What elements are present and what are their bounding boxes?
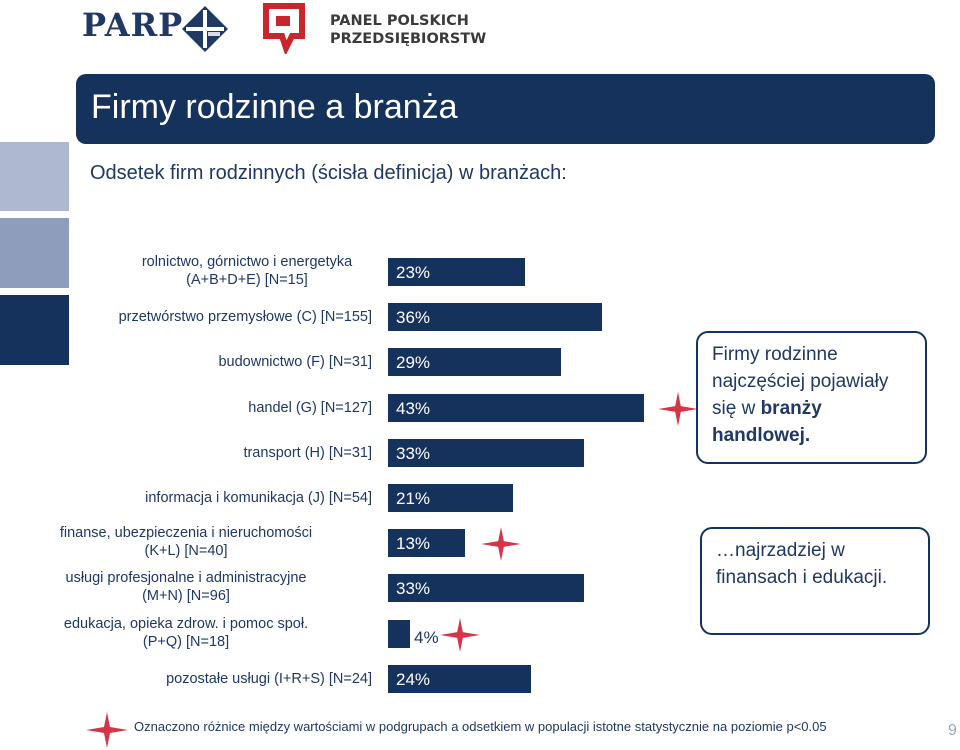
callout-bottom: …najrzadziej w finansach i edukacji. [700, 527, 930, 635]
bar [388, 664, 531, 693]
title-bar: Firmy rodzinne a branża [76, 74, 935, 144]
panel-logo-text: PANEL POLSKICH PRZEDSIĘBIORSTW [330, 12, 486, 48]
category-label: transport (H) [N=31] [243, 444, 372, 461]
data-label: 33% [396, 579, 431, 599]
bar [388, 619, 410, 648]
category-label: pozostałe usługi (I+R+S) [N=24] [166, 670, 372, 687]
significance-star-icon [440, 617, 480, 652]
parp-logo-icon [182, 6, 228, 52]
category-label: edukacja, opieka zdrow. i pomoc społ. (P+… [0, 615, 372, 651]
data-label: 29% [396, 353, 431, 373]
callout-bottom-text: …najrzadziej w finansach i edukacji. [716, 540, 888, 588]
data-label: 13% [396, 534, 431, 554]
data-label: 43% [396, 398, 431, 418]
data-label: 24% [396, 669, 431, 689]
side-square-3 [0, 295, 69, 365]
panel-logo-icon [263, 3, 305, 54]
category-label: usługi profesjonalne i administracyjne (M… [0, 569, 372, 605]
page-title: Firmy rodzinne a branża [91, 88, 458, 126]
data-label: 23% [396, 263, 431, 282]
page-number: 9 [948, 722, 957, 739]
data-label: 4% [414, 627, 439, 647]
bar [388, 438, 585, 467]
bar [388, 529, 466, 558]
footnote: Oznaczono różnice między wartościami w p… [134, 719, 827, 734]
category-label-line: edukacja, opieka zdrow. i pomoc społ. [63, 615, 309, 632]
category-label: informacja i komunikacja (J) [N=54] [145, 490, 372, 506]
chart-subtitle: Odsetek firm rodzinnych (ścisła definicj… [90, 162, 567, 184]
category-label: rolnictwo, górnictwo i energetyka (A+B+D+… [122, 253, 372, 289]
bar [388, 574, 585, 603]
bar [388, 484, 514, 512]
category-label: przetwórstwo przemysłowe (C) [N=155] [118, 309, 372, 326]
parp-logo-text: PARP [82, 6, 184, 44]
callout-top: Firmy rodzinne najczęściej pojawiały się… [696, 331, 927, 464]
header-logos: PARP PANEL POLSKICH PRZEDSIĘBIORSTW [82, 2, 502, 58]
category-label-line: rolnictwo, górnictwo i energetyka [141, 254, 353, 270]
callout-top-text: Firmy rodzinne najczęściej pojawiały się… [712, 344, 889, 419]
footnote-star-icon [86, 712, 128, 748]
category-label: handel (G) [N=127] [248, 399, 372, 416]
data-label: 36% [396, 308, 431, 328]
callout-top-bold: branży handlowej. [712, 398, 822, 446]
bar [388, 348, 561, 377]
panel-logo-line2: PRZEDSIĘBIORSTW [330, 31, 487, 47]
category-label-line: (A+B+D+E) [N=15] [186, 272, 308, 288]
category-label-line: usługi profesjonalne i administracyjne [65, 570, 307, 587]
category-label-line: (K+L) [N=40] [144, 543, 228, 560]
side-square-2 [0, 218, 69, 288]
category-label-line: finanse, ubezpieczenia i nieruchomości [59, 525, 313, 542]
data-label: 21% [396, 489, 431, 508]
category-label-line: (M+N) [N=96] [142, 588, 230, 605]
category-label-line: (P+Q) [N=18] [142, 633, 230, 650]
bar [388, 303, 603, 332]
bar [388, 393, 644, 422]
data-label: 33% [396, 443, 431, 463]
category-label: finanse, ubezpieczenia i nieruchomości (K… [0, 524, 372, 560]
bar [388, 258, 525, 286]
side-square-1 [0, 142, 69, 211]
panel-logo-line1: PANEL POLSKICH [330, 13, 469, 29]
significance-star-icon [481, 527, 522, 562]
category-label: budownictwo (F) [N=31] [218, 354, 372, 371]
significance-star-icon [658, 391, 698, 426]
